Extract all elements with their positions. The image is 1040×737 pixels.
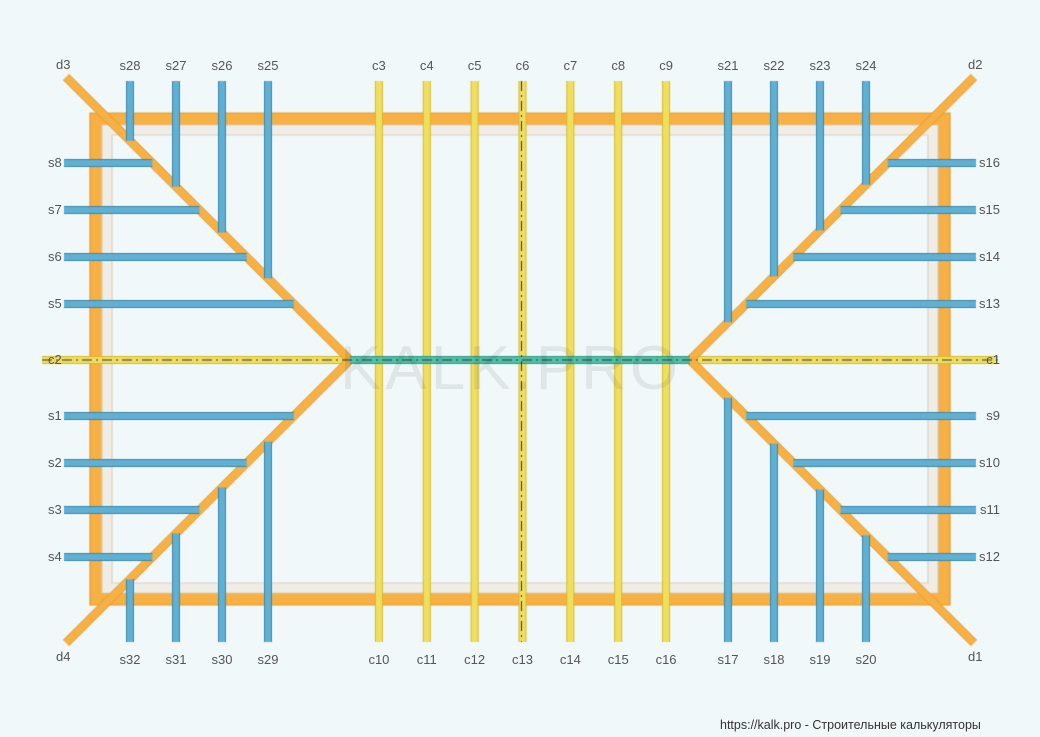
label-s19: s19 (808, 652, 832, 667)
label-s31: s31 (164, 652, 188, 667)
label-d3: d3 (56, 57, 70, 72)
label-s27: s27 (164, 58, 188, 73)
label-c9: c9 (654, 58, 678, 73)
label-s12: s12 (979, 549, 1000, 564)
label-s3: s3 (48, 502, 62, 517)
label-d2: d2 (968, 57, 982, 72)
label-d4: d4 (56, 649, 70, 664)
label-c10: c10 (367, 652, 391, 667)
label-s4: s4 (48, 549, 62, 564)
label-c14: c14 (558, 652, 582, 667)
label-s25: s25 (256, 58, 280, 73)
label-s5: s5 (48, 296, 62, 311)
footer-link[interactable]: https://kalk.pro - Строительные калькуля… (720, 718, 981, 732)
label-s13: s13 (979, 296, 1000, 311)
label-c8: c8 (606, 58, 630, 73)
label-s2: s2 (48, 455, 62, 470)
label-c16: c16 (654, 652, 678, 667)
label-s6: s6 (48, 249, 62, 264)
label-d1: d1 (968, 649, 982, 664)
label-s16: s16 (979, 155, 1000, 170)
label-c1: c1 (986, 352, 1000, 367)
label-c2: c2 (48, 352, 62, 367)
label-s17: s17 (716, 652, 740, 667)
label-s9: s9 (986, 408, 1000, 423)
label-s1: s1 (48, 408, 62, 423)
label-s10: s10 (979, 455, 1000, 470)
label-s28: s28 (118, 58, 142, 73)
label-s22: s22 (762, 58, 786, 73)
label-c13: c13 (511, 652, 535, 667)
label-s30: s30 (210, 652, 234, 667)
label-s24: s24 (854, 58, 878, 73)
label-s11: s11 (980, 502, 1000, 517)
label-c12: c12 (463, 652, 487, 667)
label-s15: s15 (979, 202, 1000, 217)
label-c5: c5 (463, 58, 487, 73)
label-s23: s23 (808, 58, 832, 73)
label-c7: c7 (558, 58, 582, 73)
label-c4: c4 (415, 58, 439, 73)
label-c3: c3 (367, 58, 391, 73)
label-s32: s32 (118, 652, 142, 667)
roof-diagram (0, 0, 1040, 737)
label-c6: c6 (511, 58, 535, 73)
label-c15: c15 (606, 652, 630, 667)
label-s26: s26 (210, 58, 234, 73)
label-s8: s8 (48, 155, 62, 170)
label-s29: s29 (256, 652, 280, 667)
label-s20: s20 (854, 652, 878, 667)
label-s21: s21 (716, 58, 740, 73)
label-s7: s7 (48, 202, 62, 217)
label-s18: s18 (762, 652, 786, 667)
label-s14: s14 (979, 249, 1000, 264)
label-c11: c11 (415, 652, 439, 667)
